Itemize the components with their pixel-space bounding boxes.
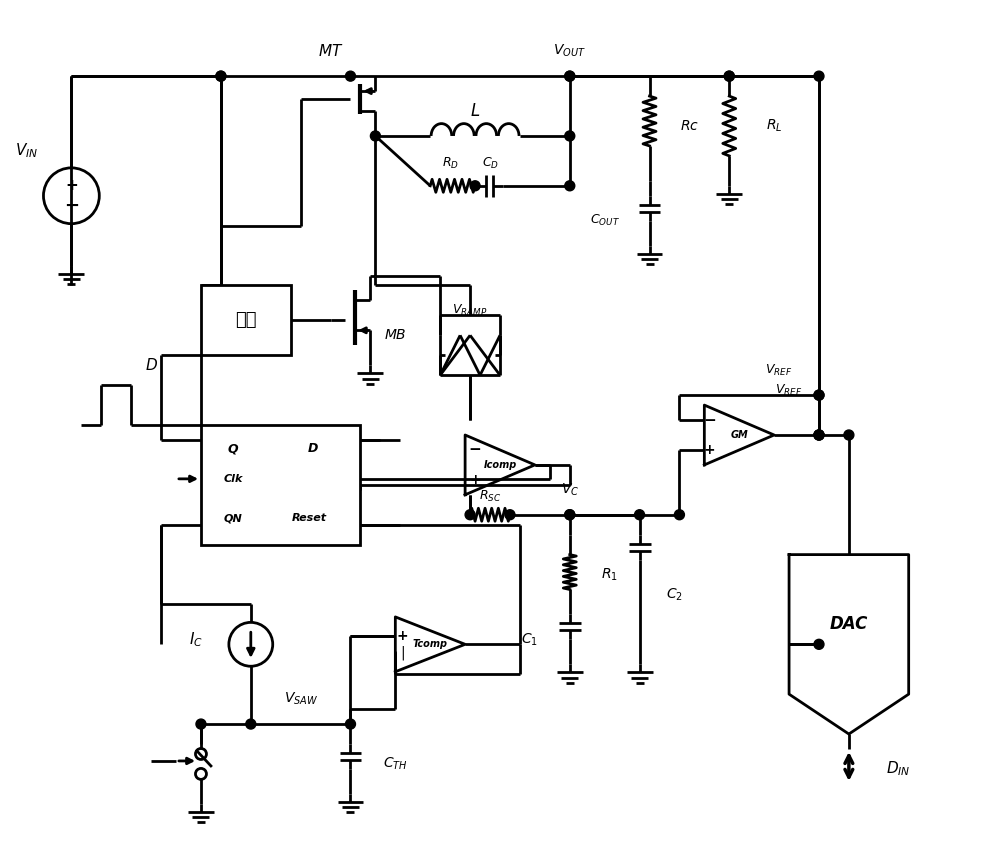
Text: $C_1$: $C_1$	[521, 631, 538, 648]
Circle shape	[565, 509, 575, 520]
Circle shape	[465, 509, 475, 520]
Text: QN: QN	[223, 513, 242, 523]
Circle shape	[814, 430, 824, 440]
Text: $V_{RAMP}$: $V_{RAMP}$	[452, 303, 488, 318]
Text: $MT$: $MT$	[318, 43, 343, 59]
Text: −: −	[703, 413, 716, 427]
Circle shape	[635, 509, 645, 520]
Text: −: −	[469, 442, 481, 458]
Text: $V_{OUT}$: $V_{OUT}$	[553, 43, 586, 60]
Text: DAC: DAC	[830, 615, 868, 633]
Text: $I_C$: $I_C$	[189, 630, 203, 649]
Circle shape	[370, 131, 380, 141]
Text: $Rc$: $Rc$	[680, 119, 699, 133]
Text: +: +	[65, 178, 78, 193]
Circle shape	[345, 719, 355, 729]
Text: Tcomp: Tcomp	[413, 639, 448, 650]
Text: $L$: $L$	[470, 102, 480, 120]
Circle shape	[505, 509, 515, 520]
Circle shape	[674, 509, 684, 520]
Bar	[201, 425, 360, 545]
Bar	[201, 285, 291, 356]
Text: $R_1$: $R_1$	[601, 567, 618, 583]
Circle shape	[470, 181, 480, 191]
Circle shape	[814, 390, 824, 400]
Text: D: D	[307, 442, 318, 456]
Circle shape	[814, 639, 824, 650]
Circle shape	[565, 509, 575, 520]
Circle shape	[246, 719, 256, 729]
Circle shape	[814, 430, 824, 440]
Text: |: |	[400, 645, 405, 659]
Text: $D_{IN}$: $D_{IN}$	[886, 759, 911, 778]
Circle shape	[216, 71, 226, 81]
Text: $V_{REF}$: $V_{REF}$	[765, 362, 793, 378]
Circle shape	[565, 71, 575, 81]
Text: Clk: Clk	[223, 474, 243, 484]
Text: $C_{OUT}$: $C_{OUT}$	[590, 213, 620, 228]
Text: $V_{REF}$: $V_{REF}$	[775, 382, 803, 398]
Circle shape	[724, 71, 734, 81]
Text: 驱动: 驱动	[235, 311, 257, 330]
Text: $C_2$: $C_2$	[666, 586, 683, 603]
Text: +: +	[469, 473, 481, 487]
Text: $V_{IN}$: $V_{IN}$	[15, 142, 38, 160]
Text: $R_{SC}$: $R_{SC}$	[479, 490, 501, 504]
Text: +: +	[397, 630, 408, 644]
Circle shape	[565, 181, 575, 191]
Text: $C_{TH}$: $C_{TH}$	[383, 756, 408, 772]
Text: Q: Q	[228, 442, 238, 456]
Text: $MB$: $MB$	[384, 329, 407, 343]
Text: Icomp: Icomp	[483, 460, 517, 470]
Circle shape	[814, 71, 824, 81]
Circle shape	[196, 719, 206, 729]
Text: $R_D$: $R_D$	[442, 157, 459, 171]
Text: $R_L$: $R_L$	[766, 118, 782, 134]
Circle shape	[844, 430, 854, 440]
Text: GM: GM	[730, 430, 748, 440]
Text: $V_{SAW}$: $V_{SAW}$	[284, 691, 318, 708]
Text: $C_D$: $C_D$	[482, 157, 499, 171]
Circle shape	[565, 131, 575, 141]
Circle shape	[216, 71, 226, 81]
Circle shape	[724, 71, 734, 81]
Text: +: +	[704, 443, 715, 457]
Text: $V_C$: $V_C$	[561, 482, 579, 498]
Text: −: −	[64, 196, 79, 215]
Text: Reset: Reset	[292, 513, 327, 523]
Circle shape	[814, 430, 824, 440]
Text: $D$: $D$	[145, 357, 158, 373]
Circle shape	[345, 71, 355, 81]
Circle shape	[565, 71, 575, 81]
Circle shape	[814, 390, 824, 400]
